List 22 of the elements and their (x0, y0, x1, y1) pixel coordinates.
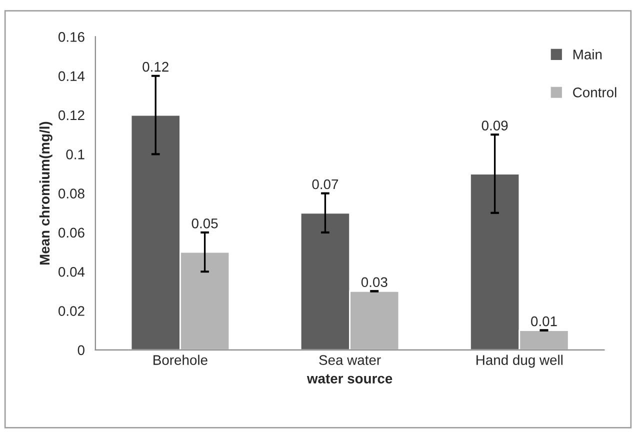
x-tick-label: Sea water (319, 355, 381, 365)
data-label: 0.07 (312, 179, 338, 190)
y-tick-label: 0.08 (58, 188, 84, 198)
legend-label: Control (573, 87, 616, 98)
x-axis-title: water source (306, 374, 392, 384)
y-tick-label: 0.1 (66, 150, 84, 160)
data-label: 0.05 (192, 218, 218, 228)
y-tick-label: 0.04 (58, 266, 85, 277)
y-tick-label: 0.02 (58, 306, 84, 316)
data-label: 0.01 (531, 316, 557, 326)
x-tick-label: Borehole (154, 354, 208, 365)
y-tick-label: 0.06 (58, 228, 84, 238)
y-tick-label: 0.12 (58, 110, 84, 120)
y-tick-label: 0.16 (58, 32, 84, 42)
y-axis-title: Mean chromium(mg/l) (39, 122, 52, 265)
data-label: 0.12 (142, 62, 168, 72)
legend-label: Main (574, 49, 602, 60)
data-label: 0.09 (482, 120, 508, 130)
y-tick-label: 0.14 (58, 71, 85, 82)
y-tick-label: 0 (78, 345, 84, 356)
data-label: 0.03 (361, 277, 388, 288)
x-tick-label: Hand dug well (476, 354, 562, 368)
